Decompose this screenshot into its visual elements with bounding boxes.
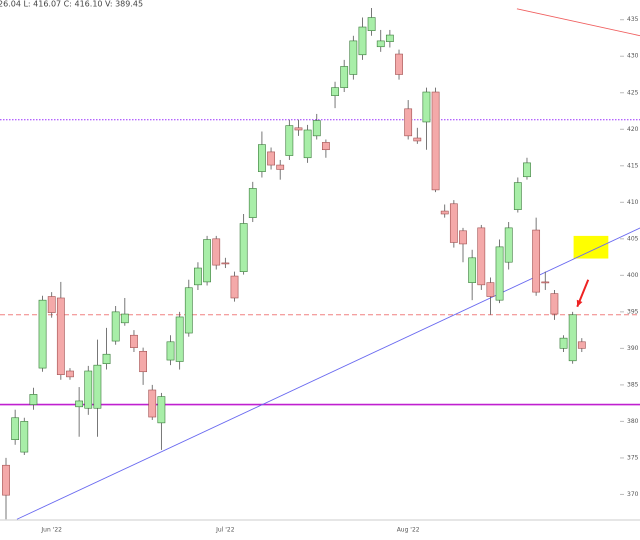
candle-body — [422, 91, 431, 123]
y-tick-label: 380 — [627, 418, 639, 425]
candle-body — [513, 182, 522, 210]
trendline — [516, 8, 640, 37]
candle-body — [404, 108, 413, 137]
y-tick-label: 430 — [627, 53, 639, 60]
candle-body — [486, 282, 495, 297]
candle-body — [29, 394, 38, 405]
candle-body — [431, 91, 440, 191]
candle-body — [194, 267, 202, 286]
candle-body — [102, 353, 111, 365]
candle-body — [303, 129, 312, 159]
y-tick-label: 425 — [627, 89, 639, 96]
candle-body — [340, 66, 349, 88]
y-tick-label: 395 — [627, 308, 639, 315]
candle-body — [349, 40, 358, 75]
candle-body — [294, 127, 303, 131]
candle-body — [495, 246, 504, 301]
candle-body — [230, 275, 239, 299]
candle-body — [38, 299, 47, 369]
trendline — [16, 227, 640, 520]
candle-body — [111, 311, 120, 342]
candle-body — [84, 370, 93, 409]
x-tick-label: Jun '22 — [40, 527, 62, 534]
candle-body — [157, 396, 166, 424]
candle-body — [568, 314, 577, 362]
y-tick-label: 415 — [627, 162, 639, 169]
candle-body — [47, 296, 56, 313]
candle-body — [2, 464, 10, 496]
candle-body — [56, 297, 65, 375]
candle-body — [459, 230, 467, 245]
candle-body — [184, 287, 193, 334]
candle-body — [267, 151, 275, 166]
y-tick-label: 405 — [627, 235, 639, 242]
candle-body — [20, 421, 29, 453]
candle-body — [385, 34, 394, 42]
candle-body — [11, 417, 20, 440]
candle-body — [120, 313, 129, 324]
candle-body — [413, 137, 422, 142]
y-tick-label: 370 — [627, 491, 639, 498]
candle-body — [258, 144, 266, 172]
candle-body — [312, 120, 321, 137]
y-tick-label: 420 — [627, 126, 639, 133]
candle-body — [139, 350, 147, 373]
candle-body — [550, 293, 559, 315]
candle-body — [559, 337, 568, 349]
candle-body — [395, 53, 403, 75]
candle-body — [504, 227, 513, 263]
candle-body — [285, 125, 294, 156]
candle-body — [75, 400, 84, 408]
candle-body — [239, 223, 248, 272]
candle-body — [331, 87, 339, 96]
candle-body — [376, 40, 385, 48]
candle-body — [248, 188, 257, 218]
header: 26.04 L: 416.07 C: 416.10 V: 389.45 — [0, 0, 143, 9]
y-tick-label: 435 — [627, 16, 639, 23]
candle-body — [532, 229, 541, 293]
highlight-box — [573, 235, 609, 259]
x-tick-label: Aug '22 — [397, 527, 420, 534]
candle-body — [93, 364, 102, 409]
candle-body — [166, 341, 175, 361]
candle-body — [148, 389, 157, 418]
candle-body — [130, 334, 138, 348]
y-tick-label: 410 — [627, 199, 639, 206]
candle-body — [367, 17, 376, 31]
candle-body — [440, 210, 449, 215]
candle-body — [276, 164, 285, 170]
candle-body — [577, 341, 586, 349]
y-tick-label: 375 — [627, 454, 639, 461]
arrow-head — [576, 299, 583, 307]
candle-body — [203, 239, 211, 283]
candle-body — [175, 316, 184, 362]
candle-body — [66, 370, 74, 378]
candle-body — [468, 257, 477, 283]
candle-body — [212, 238, 221, 266]
candle-body — [449, 203, 458, 243]
candle-body — [523, 162, 531, 178]
y-tick-label: 390 — [627, 345, 639, 352]
candle-body — [541, 281, 550, 284]
y-tick-label: 400 — [627, 272, 639, 279]
candle-body — [477, 227, 486, 286]
candle-body — [358, 26, 367, 56]
y-tick-label: 385 — [627, 381, 639, 388]
x-tick-label: Jul '22 — [215, 527, 235, 534]
candle-body — [321, 142, 330, 151]
candle-body — [221, 262, 230, 265]
